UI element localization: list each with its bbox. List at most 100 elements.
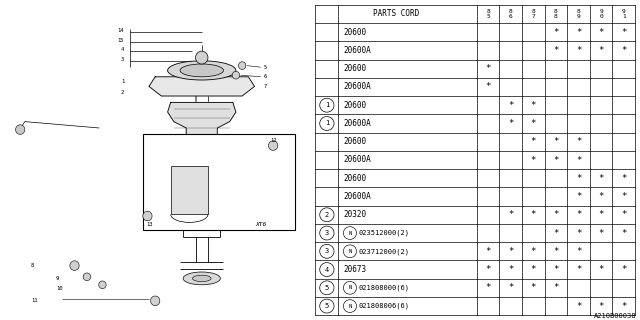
- Text: *: *: [553, 283, 559, 292]
- Text: *: *: [576, 301, 581, 311]
- Text: *: *: [508, 119, 513, 128]
- Text: 4: 4: [324, 267, 329, 273]
- Text: *: *: [531, 101, 536, 110]
- Circle shape: [150, 296, 160, 306]
- Text: PARTS CORD: PARTS CORD: [373, 9, 419, 19]
- Circle shape: [269, 141, 278, 150]
- Text: 11: 11: [31, 298, 38, 303]
- Text: *: *: [531, 265, 536, 274]
- Text: *: *: [576, 28, 581, 37]
- Text: 13: 13: [146, 221, 152, 227]
- Text: 20600A: 20600A: [343, 46, 371, 55]
- Text: 4: 4: [121, 47, 124, 52]
- Text: *: *: [576, 247, 581, 256]
- Text: *: *: [553, 247, 559, 256]
- Text: 3: 3: [121, 57, 124, 62]
- Text: *: *: [508, 247, 513, 256]
- Text: *: *: [508, 210, 513, 219]
- Text: 023512000(2): 023512000(2): [358, 230, 409, 236]
- Text: 8
7: 8 7: [531, 9, 535, 19]
- Circle shape: [70, 261, 79, 270]
- Bar: [143, 134, 295, 230]
- Text: *: *: [598, 228, 604, 237]
- Text: *: *: [576, 265, 581, 274]
- Text: *: *: [553, 265, 559, 274]
- Text: *: *: [531, 283, 536, 292]
- Text: *: *: [508, 283, 513, 292]
- Text: 3: 3: [324, 248, 329, 254]
- Text: 20600: 20600: [343, 137, 367, 146]
- Text: 20600: 20600: [343, 64, 367, 73]
- Text: 20600: 20600: [343, 174, 367, 183]
- Text: *: *: [486, 283, 491, 292]
- Text: 021808000(6): 021808000(6): [358, 284, 409, 291]
- Text: 9: 9: [56, 276, 59, 281]
- Circle shape: [83, 273, 91, 281]
- Text: 8
9: 8 9: [577, 9, 580, 19]
- Text: *: *: [553, 156, 559, 164]
- Circle shape: [99, 281, 106, 289]
- Text: N: N: [348, 304, 351, 308]
- Ellipse shape: [180, 64, 223, 77]
- Text: *: *: [553, 137, 559, 146]
- Text: *: *: [531, 247, 536, 256]
- Text: *: *: [553, 46, 559, 55]
- Text: 15: 15: [118, 37, 124, 43]
- Text: *: *: [576, 137, 581, 146]
- Ellipse shape: [168, 61, 236, 80]
- Text: 2: 2: [121, 90, 124, 95]
- Text: *: *: [598, 28, 604, 37]
- Text: *: *: [531, 119, 536, 128]
- Text: *: *: [598, 192, 604, 201]
- Text: 20320: 20320: [343, 210, 367, 219]
- Text: *: *: [598, 210, 604, 219]
- Text: 5: 5: [324, 285, 329, 291]
- Text: 20600: 20600: [343, 28, 367, 37]
- Text: *: *: [621, 228, 627, 237]
- Text: 3: 3: [324, 230, 329, 236]
- Text: 2: 2: [324, 212, 329, 218]
- Text: *: *: [598, 301, 604, 311]
- Text: 021808006(6): 021808006(6): [358, 303, 409, 309]
- Text: *: *: [486, 265, 491, 274]
- Text: *: *: [621, 46, 627, 55]
- Text: 7: 7: [264, 84, 267, 89]
- Text: 8
6: 8 6: [509, 9, 513, 19]
- Text: *: *: [598, 265, 604, 274]
- Polygon shape: [149, 77, 255, 96]
- Text: *: *: [508, 265, 513, 274]
- Text: *: *: [486, 247, 491, 256]
- Text: 8
8: 8 8: [554, 9, 558, 19]
- Text: *: *: [553, 228, 559, 237]
- Text: 20600A: 20600A: [343, 119, 371, 128]
- Circle shape: [15, 125, 25, 134]
- Text: *: *: [576, 156, 581, 164]
- Text: 20600A: 20600A: [343, 83, 371, 92]
- Text: 1: 1: [324, 121, 329, 126]
- Text: 9
0: 9 0: [599, 9, 603, 19]
- Text: N: N: [348, 230, 351, 236]
- Bar: [171, 166, 208, 214]
- Circle shape: [232, 71, 239, 79]
- Text: 10: 10: [56, 285, 62, 291]
- Text: *: *: [531, 156, 536, 164]
- Text: 9
1: 9 1: [622, 9, 626, 19]
- Text: N: N: [348, 285, 351, 290]
- Text: 20600A: 20600A: [343, 156, 371, 164]
- Text: 8: 8: [31, 263, 35, 268]
- Text: *: *: [508, 101, 513, 110]
- Text: A210B00038: A210B00038: [594, 313, 637, 319]
- Text: *: *: [576, 228, 581, 237]
- Text: 6: 6: [264, 74, 267, 79]
- Text: 1: 1: [121, 79, 124, 84]
- Text: 20600A: 20600A: [343, 192, 371, 201]
- Text: 8
5: 8 5: [486, 9, 490, 19]
- Text: *: *: [553, 28, 559, 37]
- Polygon shape: [168, 102, 236, 160]
- Text: *: *: [576, 174, 581, 183]
- Ellipse shape: [183, 272, 220, 285]
- Ellipse shape: [193, 275, 211, 282]
- Text: *: *: [621, 265, 627, 274]
- Text: *: *: [621, 210, 627, 219]
- Text: N: N: [348, 249, 351, 254]
